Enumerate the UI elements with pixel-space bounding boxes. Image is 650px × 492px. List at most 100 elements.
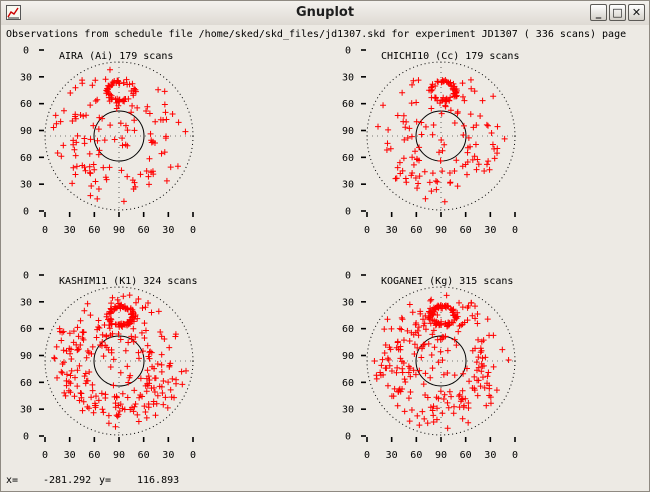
scan-point [441, 141, 448, 148]
scan-point [422, 312, 429, 319]
scan-point [408, 133, 415, 140]
scan-point [451, 336, 458, 343]
scan-points [50, 66, 189, 205]
scan-point [412, 148, 419, 155]
scan-point [457, 398, 464, 405]
scan-point [446, 97, 453, 104]
scan-point [183, 367, 190, 374]
scan-point [429, 331, 436, 338]
scan-point [108, 300, 115, 307]
x-tick-label: 90 [113, 450, 125, 461]
y-tick-label: 90 [20, 126, 32, 137]
plot-canvas[interactable]: Observations from schedule file /home/sk… [1, 25, 649, 468]
scan-point [453, 342, 460, 349]
scan-point [73, 139, 80, 146]
scan-point [427, 320, 434, 327]
scan-point [451, 372, 458, 379]
scan-point [119, 390, 126, 397]
scan-point [491, 145, 498, 152]
y-tick-label: 0 [23, 271, 29, 282]
scan-point [90, 409, 97, 416]
scan-point [474, 392, 481, 399]
scan-point [99, 331, 106, 338]
scan-point [132, 86, 139, 93]
scan-point [125, 379, 132, 386]
scan-point [152, 118, 159, 125]
maximize-button[interactable]: □ [609, 4, 626, 21]
scan-point [484, 161, 491, 168]
scan-point [461, 97, 468, 104]
scan-point [432, 177, 439, 184]
scan-point [71, 393, 78, 400]
scan-point [463, 171, 470, 178]
y-tick-label: 60 [20, 153, 32, 164]
scan-point [77, 341, 84, 348]
scan-point [472, 345, 479, 352]
scan-point [107, 363, 114, 370]
scan-point [134, 104, 141, 111]
scan-point [429, 170, 436, 177]
scan-point [130, 325, 137, 332]
scan-point [86, 169, 93, 176]
scan-point [139, 348, 146, 355]
scan-point [96, 114, 103, 121]
scan-point [136, 394, 143, 401]
scan-point [453, 93, 460, 100]
scan-point [82, 370, 89, 377]
scan-point [486, 385, 493, 392]
scan-point [422, 326, 429, 333]
scan-point [404, 327, 411, 334]
x-tick-label: 30 [484, 450, 496, 461]
scan-point [410, 367, 417, 374]
scan-point [90, 161, 97, 168]
x-tick-label: 60 [88, 225, 100, 236]
scan-point [161, 336, 168, 343]
scan-point [63, 371, 70, 378]
scan-point [92, 77, 99, 84]
y-tick-label: 0 [345, 46, 351, 57]
scan-point [72, 113, 79, 120]
scan-point [420, 381, 427, 388]
close-button[interactable]: ✕ [628, 4, 645, 21]
x-tick-label: 60 [460, 450, 472, 461]
scan-point [163, 133, 170, 140]
scan-point [434, 311, 441, 318]
title-bar[interactable]: Gnuplot _ □ ✕ [1, 1, 649, 26]
scan-point [105, 316, 112, 323]
scan-point [398, 314, 405, 321]
scan-point [131, 85, 138, 92]
scan-point [434, 405, 441, 412]
scan-point [446, 170, 453, 177]
scan-point [421, 415, 428, 422]
scan-point [141, 335, 148, 342]
scan-point [468, 299, 475, 306]
scan-point [130, 92, 137, 99]
scan-point [477, 383, 484, 390]
y-tick-label: 60 [20, 378, 32, 389]
scan-point [122, 122, 129, 129]
scan-point [484, 380, 491, 387]
scan-point [430, 403, 437, 410]
scan-point [160, 378, 167, 385]
status-y-value: 116.893 [137, 475, 180, 486]
scan-point [129, 80, 136, 87]
scan-point [408, 407, 415, 414]
scan-point [143, 168, 150, 175]
scan-point [435, 359, 442, 366]
scan-point [427, 404, 434, 411]
scan-points [371, 292, 512, 432]
scan-point [87, 102, 94, 109]
minimize-button[interactable]: _ [590, 4, 607, 21]
scan-point [100, 409, 107, 416]
scan-point [135, 418, 142, 425]
scan-point [403, 179, 410, 186]
scan-point [112, 305, 119, 312]
scan-point [428, 87, 435, 94]
plot-svg[interactable]: Observations from schedule file /home/sk… [1, 25, 649, 468]
x-tick-label: 60 [410, 225, 422, 236]
x-tick-label: 0 [42, 450, 48, 461]
x-tick-label: 30 [484, 225, 496, 236]
scan-point [447, 107, 454, 114]
scan-point [105, 82, 112, 89]
scan-point [107, 310, 114, 317]
